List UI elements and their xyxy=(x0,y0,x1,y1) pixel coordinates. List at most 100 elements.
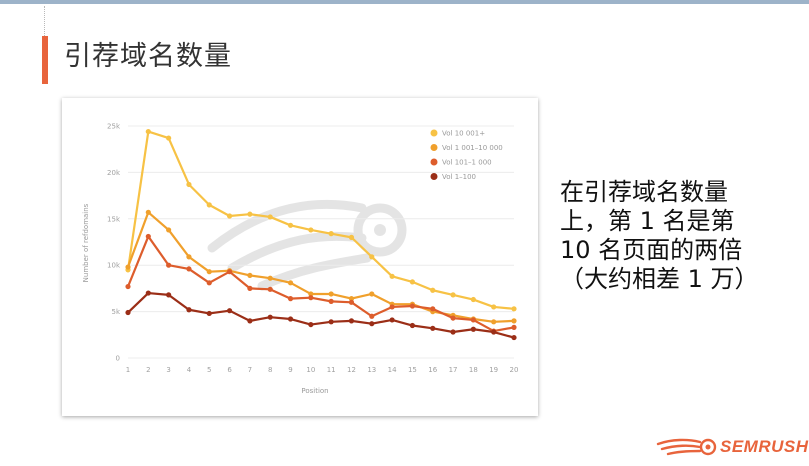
data-point xyxy=(450,315,456,321)
legend-swatch xyxy=(430,158,438,166)
data-point xyxy=(267,314,273,320)
data-point xyxy=(206,310,212,317)
data-point xyxy=(308,295,314,301)
y-tick-label: 25k xyxy=(107,123,121,131)
data-point xyxy=(389,317,395,323)
legend-label: Vol 101–1 000 xyxy=(442,159,492,167)
x-tick-label: 8 xyxy=(268,366,272,374)
data-point xyxy=(267,214,273,220)
data-point xyxy=(247,318,253,324)
legend-swatch xyxy=(430,173,438,180)
dotted-divider xyxy=(44,6,47,36)
data-point xyxy=(348,299,355,305)
data-point xyxy=(491,304,497,310)
data-point xyxy=(247,272,253,279)
data-point xyxy=(348,234,355,240)
data-point xyxy=(186,307,192,313)
series-line xyxy=(127,291,515,339)
x-tick-label: 12 xyxy=(347,366,356,374)
side-caption-line-1: 在引荐域名数量 xyxy=(560,178,728,206)
data-point xyxy=(491,329,497,335)
x-tick-label: 6 xyxy=(227,366,232,374)
brand-logo: SEMRUSH xyxy=(654,436,808,458)
data-point xyxy=(186,254,192,260)
data-point xyxy=(145,209,151,215)
data-point xyxy=(470,296,476,303)
data-point xyxy=(287,316,294,322)
data-point xyxy=(226,213,233,219)
data-point xyxy=(511,324,517,330)
data-point xyxy=(125,283,131,290)
series-line xyxy=(126,211,515,323)
y-tick-label: 5k xyxy=(111,308,120,316)
data-point xyxy=(247,211,253,217)
series-3 xyxy=(125,233,517,334)
x-tick-label: 14 xyxy=(388,366,397,374)
data-point xyxy=(369,313,375,319)
data-point xyxy=(145,290,151,296)
legend-label: Vol 10 001+ xyxy=(442,130,485,138)
semrush-flame-icon xyxy=(656,438,717,456)
data-point xyxy=(430,306,436,312)
data-point xyxy=(369,254,375,260)
series-line xyxy=(126,235,515,333)
y-tick-label: 0 xyxy=(116,355,120,363)
x-tick-label: 3 xyxy=(166,366,170,374)
data-point xyxy=(450,329,456,335)
data-point xyxy=(308,227,314,233)
legend-label: Vol 1 001–10 000 xyxy=(442,144,503,152)
data-point xyxy=(328,291,334,297)
data-point xyxy=(206,202,212,208)
x-axis-title: Position xyxy=(301,387,328,395)
x-tick-label: 1 xyxy=(126,366,130,374)
data-point xyxy=(287,296,294,302)
x-tick-label: 7 xyxy=(248,366,252,374)
data-point xyxy=(186,266,192,272)
x-tick-label: 11 xyxy=(327,366,336,374)
top-accent-bar xyxy=(0,0,809,4)
data-point xyxy=(125,264,131,270)
side-caption-line-4: （大约相差 1 万） xyxy=(560,265,759,293)
y-axis-title: Number of refdomains xyxy=(82,203,90,282)
data-point xyxy=(328,231,334,237)
data-point xyxy=(267,286,273,292)
data-point xyxy=(206,269,212,275)
data-point xyxy=(186,181,192,188)
data-point xyxy=(287,222,294,228)
y-tick-label: 10k xyxy=(107,262,121,270)
data-point xyxy=(450,292,456,298)
series-1 xyxy=(125,128,517,312)
x-tick-label: 5 xyxy=(207,366,211,374)
y-tick-label: 20k xyxy=(107,169,121,177)
data-point xyxy=(430,287,436,293)
chart-card: 0 5k 10k 15k 20k 25k 1 2 3 4 5 6 7 8 9 10 11 12 13 14 15 16 17… xyxy=(62,98,538,416)
title-accent-bar xyxy=(42,36,48,84)
x-tick-label: 9 xyxy=(288,366,292,374)
data-point xyxy=(430,325,436,331)
x-tick-label: 17 xyxy=(449,366,458,374)
brand-name: SEMRUSH xyxy=(720,437,809,456)
data-point xyxy=(511,306,517,312)
data-point xyxy=(511,334,517,341)
data-point xyxy=(308,291,314,297)
data-point xyxy=(470,326,476,332)
x-tick-label: 2 xyxy=(146,366,150,374)
data-point xyxy=(226,269,233,275)
legend-swatch xyxy=(430,144,438,151)
data-point xyxy=(166,292,172,298)
data-point xyxy=(389,304,395,310)
data-point xyxy=(145,233,151,240)
data-point xyxy=(267,275,273,281)
x-tick-label: 18 xyxy=(469,366,478,374)
data-point xyxy=(206,280,212,286)
data-point xyxy=(409,322,416,329)
data-point xyxy=(166,135,172,141)
data-point xyxy=(389,273,395,279)
x-tick-label: 19 xyxy=(489,366,498,374)
data-point xyxy=(409,303,416,309)
data-point xyxy=(226,308,233,314)
x-tick-label: 10 xyxy=(306,366,315,374)
data-point xyxy=(348,318,355,324)
